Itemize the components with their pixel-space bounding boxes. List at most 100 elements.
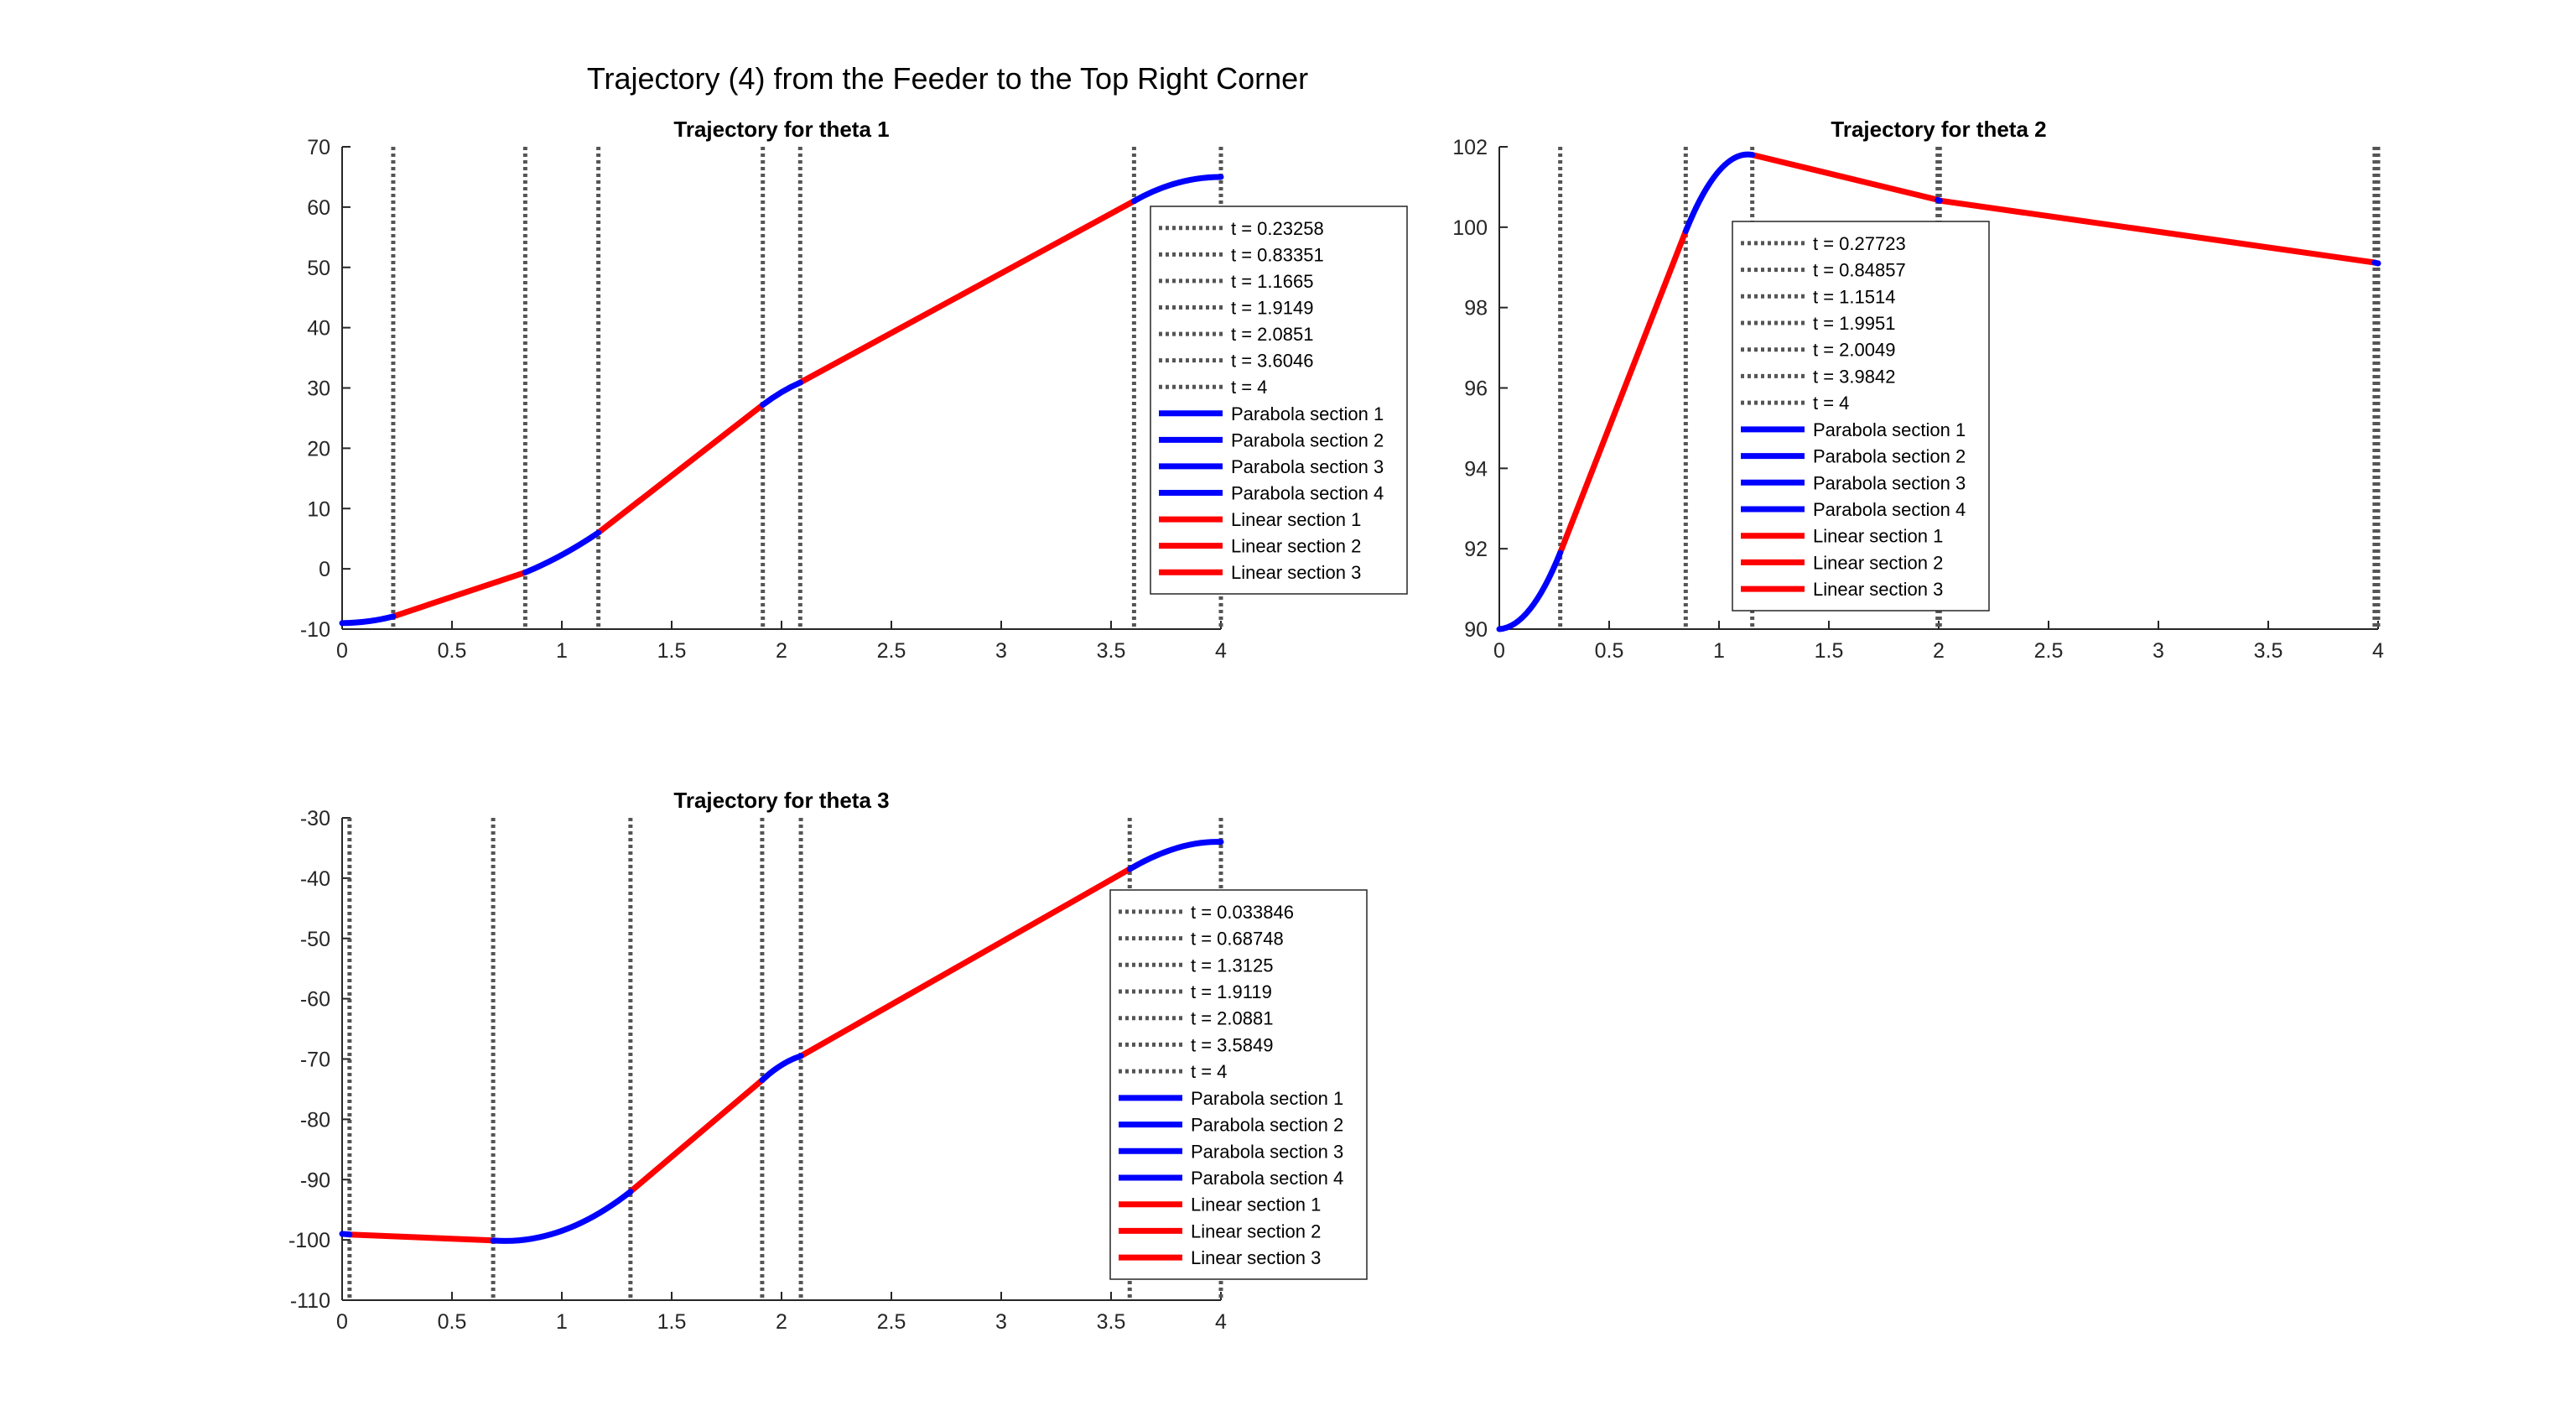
legend-box <box>1732 221 1990 612</box>
y-tick-label: 100 <box>1452 216 1488 240</box>
parabola-section-2 <box>490 1189 634 1244</box>
legend-label: t = 1.1514 <box>1813 286 1895 307</box>
legend: t = 0.23258 t = 0.83351 t = 1.1665 t = 1.91… <box>1150 206 1408 595</box>
x-tick-label: 3.5 <box>2254 639 2283 663</box>
y-tick-label: -100 <box>288 1229 330 1252</box>
y-tick-label: -40 <box>300 867 330 891</box>
x-tick-label: 0 <box>336 1310 348 1334</box>
parabola-section-3 <box>759 1053 804 1084</box>
x-tick-label: 3 <box>995 639 1007 663</box>
legend: t = 0.27723 t = 0.84857 t = 1.1514 t = 1.99… <box>1732 221 1990 612</box>
legend-label: t = 4 <box>1191 1061 1227 1082</box>
y-tick-label: 10 <box>307 497 330 521</box>
linear-section-2 <box>1749 152 1941 203</box>
legend-label: t = 3.6046 <box>1231 351 1313 372</box>
y-tick-label: 20 <box>307 437 330 461</box>
legend-label: Linear section 1 <box>1231 509 1361 530</box>
parabola-section-4 <box>1126 839 1224 872</box>
legend-label: t = 3.5849 <box>1191 1034 1273 1055</box>
parabola-section-2 <box>1682 151 1756 235</box>
x-tick-label: 0 <box>1493 639 1505 663</box>
x-tick-label: 2.5 <box>877 1310 906 1334</box>
legend-label: t = 4 <box>1813 393 1849 414</box>
x-tick-label: 3 <box>2153 639 2164 663</box>
x-tick-label: 2.5 <box>877 639 906 663</box>
legend-label: t = 0.23258 <box>1231 218 1324 239</box>
parabola-section-1 <box>1496 549 1564 632</box>
x-tick-label: 0.5 <box>1595 639 1624 663</box>
legend-label: Linear section 2 <box>1191 1220 1321 1241</box>
x-tick-label: 4 <box>2372 639 2384 663</box>
legend-label: Linear section 2 <box>1813 552 1943 573</box>
x-tick-label: 1 <box>556 639 568 663</box>
legend-label: Parabola section 1 <box>1231 403 1384 424</box>
linear-section-2 <box>627 1077 766 1195</box>
x-tick-label: 3 <box>995 1310 1007 1334</box>
legend-label: Parabola section 4 <box>1191 1168 1343 1189</box>
legend-label: Parabola section 1 <box>1813 419 1966 440</box>
y-tick-label: -70 <box>300 1049 330 1072</box>
y-tick-label: -80 <box>300 1108 330 1132</box>
legend-label: t = 1.3125 <box>1191 955 1273 976</box>
y-tick-label: 30 <box>307 377 330 401</box>
axes-title: Trajectory for theta 1 <box>673 117 889 142</box>
legend-label: Linear section 3 <box>1231 562 1361 583</box>
legend-box <box>1109 889 1368 1280</box>
parabola-section-1 <box>339 1231 353 1238</box>
legend-label: t = 0.68748 <box>1191 929 1284 950</box>
x-tick-label: 0.5 <box>438 639 467 663</box>
linear-section-3 <box>1936 197 2378 266</box>
x-tick-label: 1 <box>556 1310 568 1334</box>
y-tick-label: 40 <box>307 317 330 341</box>
subplot-theta-2: Trajectory for theta 2 0 0.5 1 1.5 2 2.5 3 3.5 4 9… <box>1452 117 2384 663</box>
legend-label: Parabola section 4 <box>1813 499 1966 520</box>
legend: t = 0.033846 t = 0.68748 t = 1.3125 t = 1.9… <box>1109 889 1368 1280</box>
y-tick-label: 50 <box>307 257 330 280</box>
legend-label: Parabola section 2 <box>1191 1115 1343 1136</box>
y-tick-label: 96 <box>1464 377 1488 401</box>
legend-label: t = 1.9119 <box>1191 981 1272 1002</box>
parabola-section-4 <box>1130 174 1224 205</box>
x-tick-label: 2 <box>776 639 787 663</box>
legend-label: t = 1.9149 <box>1231 298 1313 319</box>
legend-label: Linear section 3 <box>1813 579 1943 600</box>
subplots-container: Trajectory for theta 1 0 0.5 1 1.5 2 2.5 3 3.5 4 -… <box>288 117 2384 1334</box>
axes-title: Trajectory for theta 3 <box>673 788 889 813</box>
x-tick-label: 2.5 <box>2034 639 2064 663</box>
x-tick-label: 1.5 <box>1815 639 1844 663</box>
x-tick-label: 0 <box>336 639 348 663</box>
parabola-section-2 <box>522 529 602 575</box>
legend-label: Parabola section 3 <box>1231 456 1384 477</box>
x-tick-label: 1.5 <box>657 639 687 663</box>
x-tick-label: 2 <box>776 1310 787 1334</box>
legend-label: t = 1.9951 <box>1813 313 1895 334</box>
linear-section-3 <box>797 866 1133 1059</box>
y-tick-label: -10 <box>300 618 330 642</box>
legend-label: Linear section 1 <box>1191 1194 1321 1215</box>
y-tick-label: 70 <box>307 136 330 159</box>
legend-label: t = 0.033846 <box>1191 902 1294 923</box>
subplot-theta-1: Trajectory for theta 1 0 0.5 1 1.5 2 2.5 3 3.5 4 -… <box>300 117 1408 663</box>
legend-label: t = 2.0881 <box>1191 1008 1273 1029</box>
linear-section-1 <box>1557 228 1689 556</box>
y-tick-label: -50 <box>300 928 330 951</box>
linear-section-1 <box>390 569 528 620</box>
legend-label: t = 0.84857 <box>1813 260 1906 281</box>
parabola-section-3 <box>760 379 803 409</box>
y-tick-label: 90 <box>1464 618 1488 642</box>
legend-label: Parabola section 2 <box>1231 429 1384 450</box>
y-tick-label: -60 <box>300 988 330 1012</box>
legend-label: Parabola section 1 <box>1191 1088 1343 1109</box>
y-tick-label: 102 <box>1452 136 1488 159</box>
subplot-theta-3: Trajectory for theta 3 0 0.5 1 1.5 2 2.5 3 3.5 4 -… <box>288 788 1368 1334</box>
axes-title: Trajectory for theta 2 <box>1831 117 2046 142</box>
legend-label: Parabola section 3 <box>1191 1141 1343 1162</box>
parabola-section-1 <box>339 613 397 627</box>
y-tick-label: 94 <box>1464 457 1488 481</box>
legend-label: Parabola section 2 <box>1813 446 1966 467</box>
linear-section-1 <box>346 1231 496 1244</box>
x-tick-label: 3.5 <box>1097 639 1126 663</box>
legend-label: Linear section 1 <box>1813 526 1943 547</box>
y-tick-label: -110 <box>290 1289 330 1313</box>
y-tick-label: 60 <box>307 196 330 220</box>
